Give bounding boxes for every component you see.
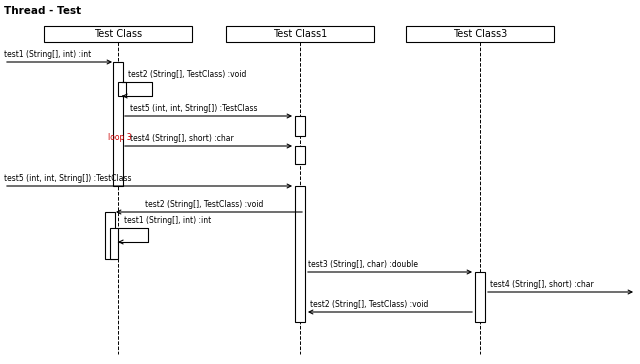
Text: test1 (String[], int) :int: test1 (String[], int) :int [124,216,211,225]
Bar [113,62,123,186]
Bar [295,146,305,164]
Bar [475,272,485,322]
Text: test2 (String[], TestClass) :void: test2 (String[], TestClass) :void [128,70,246,79]
Text: loop 3: loop 3 [108,133,132,142]
Bar [110,228,118,259]
Text: test1 (String[], int) :int: test1 (String[], int) :int [4,50,92,59]
Bar [44,26,192,42]
Text: Test Class: Test Class [94,29,142,39]
Bar [226,26,374,42]
Text: Test Class1: Test Class1 [273,29,327,39]
Text: test3 (String[], char) :double: test3 (String[], char) :double [308,260,418,269]
Bar [295,186,305,322]
Text: Thread - Test: Thread - Test [4,6,81,16]
Text: test4 (String[], short) :char: test4 (String[], short) :char [130,134,234,143]
Text: test2 (String[], TestClass) :void: test2 (String[], TestClass) :void [310,300,428,309]
Text: Test Class3: Test Class3 [453,29,507,39]
Text: test2 (String[], TestClass) :void: test2 (String[], TestClass) :void [145,200,264,209]
Text: test5 (int, int, String[]) :TestClass: test5 (int, int, String[]) :TestClass [130,104,257,113]
Bar [295,116,305,136]
Text: test5 (int, int, String[]) :TestClass: test5 (int, int, String[]) :TestClass [4,174,131,183]
Bar [105,212,115,259]
Bar [406,26,554,42]
Text: test4 (String[], short) :char: test4 (String[], short) :char [490,280,594,289]
Bar [118,82,126,96]
